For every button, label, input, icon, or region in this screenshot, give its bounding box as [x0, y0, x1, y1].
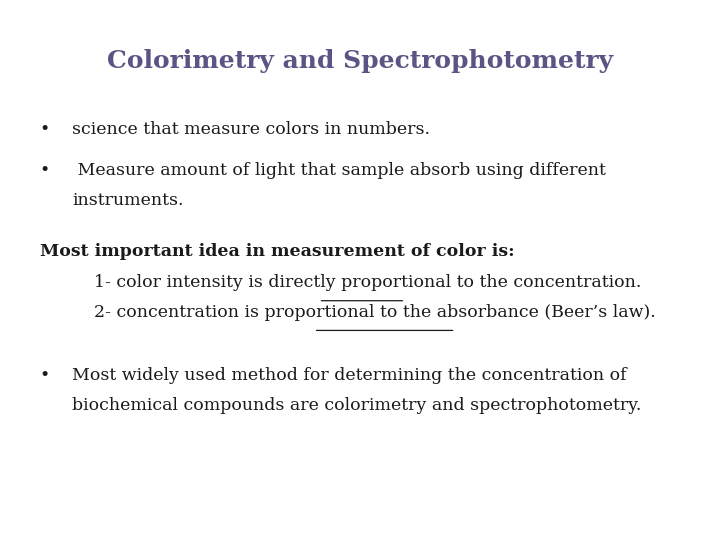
Text: Measure amount of light that sample absorb using different: Measure amount of light that sample abso…: [72, 162, 606, 179]
Text: •: •: [40, 367, 50, 384]
Text: 1- color intensity is directly: 1- color intensity is directly: [94, 274, 336, 291]
Text: 2- concentration is proportional to the absorbance (Beer’s law).: 2- concentration is proportional to the …: [94, 304, 655, 321]
Text: biochemical compounds are colorimetry and spectrophotometry.: biochemical compounds are colorimetry an…: [72, 397, 642, 414]
Text: 2- concentration is proportional: 2- concentration is proportional: [94, 304, 374, 321]
Text: •: •: [40, 162, 50, 179]
Text: 1- color intensity is: 1- color intensity is: [94, 274, 268, 291]
Text: 2- concentration is: 2- concentration is: [94, 304, 264, 321]
Text: Most important idea in measurement of color is:: Most important idea in measurement of co…: [40, 243, 514, 260]
Text: instruments.: instruments.: [72, 192, 184, 208]
Text: Most widely used method for determining the concentration of: Most widely used method for determining …: [72, 367, 626, 384]
Text: •: •: [40, 122, 50, 138]
Text: science that measure colors in numbers.: science that measure colors in numbers.: [72, 122, 430, 138]
Text: Colorimetry and Spectrophotometry: Colorimetry and Spectrophotometry: [107, 49, 613, 72]
Text: 1- color intensity is directly proportional to the concentration.: 1- color intensity is directly proportio…: [94, 274, 641, 291]
